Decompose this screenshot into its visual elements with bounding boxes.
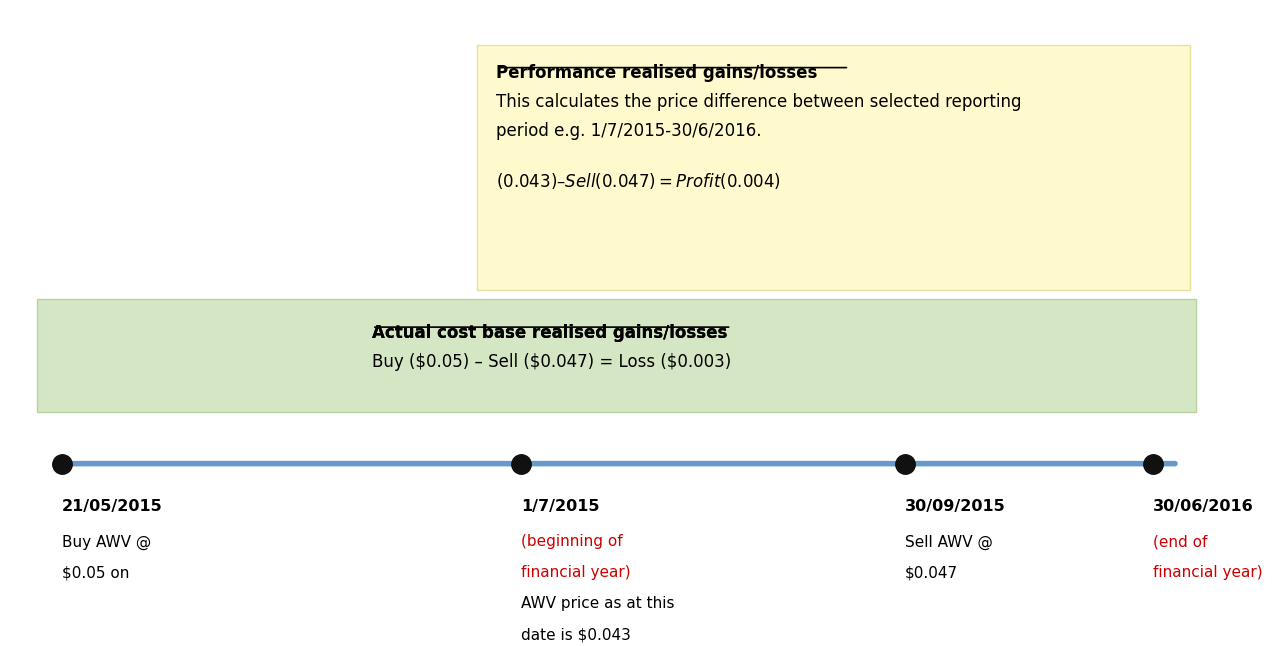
Text: Performance realised gains/losses: Performance realised gains/losses: [495, 65, 818, 83]
Text: Buy AWV @: Buy AWV @: [61, 534, 151, 550]
Text: (beginning of: (beginning of: [521, 534, 622, 550]
Text: period e.g. 1/7/2015-30/6/2016.: period e.g. 1/7/2015-30/6/2016.: [495, 122, 762, 140]
Text: 1/7/2015: 1/7/2015: [521, 499, 599, 514]
Text: financial year): financial year): [1153, 565, 1262, 580]
Text: Actual cost base realised gains/losses: Actual cost base realised gains/losses: [372, 324, 727, 342]
Text: AWV price as at this: AWV price as at this: [521, 596, 675, 611]
Text: $0.047: $0.047: [905, 565, 959, 580]
Text: 21/05/2015: 21/05/2015: [61, 499, 163, 514]
Text: (end of: (end of: [1153, 534, 1207, 550]
Text: This calculates the price difference between selected reporting: This calculates the price difference bet…: [495, 94, 1021, 111]
Text: date is $0.043: date is $0.043: [521, 627, 631, 642]
FancyBboxPatch shape: [477, 45, 1190, 290]
Text: $0.05 on: $0.05 on: [61, 565, 129, 580]
Text: 30/09/2015: 30/09/2015: [905, 499, 1006, 514]
Text: ($0.043) – Sell (0.047) = Profit ($0.004): ($0.043) – Sell (0.047) = Profit ($0.004…: [495, 171, 781, 191]
Text: Sell AWV @: Sell AWV @: [905, 534, 993, 550]
Text: financial year): financial year): [521, 565, 630, 580]
Text: Buy ($0.05) – Sell ($0.047) = Loss ($0.003): Buy ($0.05) – Sell ($0.047) = Loss ($0.0…: [372, 353, 731, 371]
FancyBboxPatch shape: [37, 300, 1197, 412]
Text: 30/06/2016: 30/06/2016: [1153, 499, 1254, 514]
Text: Actual cost base realised gains/losses: Actual cost base realised gains/losses: [372, 324, 727, 342]
